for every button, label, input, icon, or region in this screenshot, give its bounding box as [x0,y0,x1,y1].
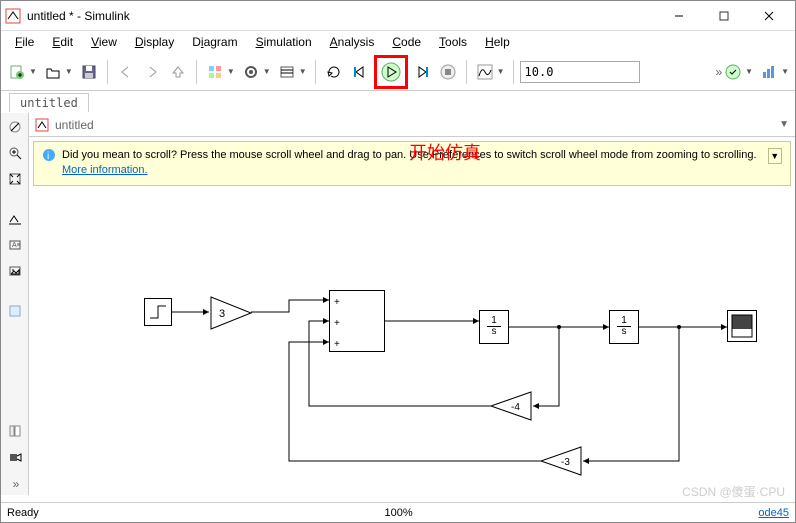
status-ready: Ready [7,507,39,519]
breadcrumb-name[interactable]: untitled [55,118,94,132]
svg-text:i: i [47,151,49,162]
library-dropdown[interactable]: ▼ [227,67,237,76]
model-browser-icon[interactable] [5,421,25,441]
palette-overflow[interactable]: » [9,473,21,495]
toolbar: ▼ ▼ ▼ ▼ ▼ ▼ » ▼ ▼ [1,53,795,91]
menu-tools[interactable]: Tools [431,33,475,51]
forward-button[interactable] [140,60,164,84]
minimize-button[interactable] [656,2,701,30]
more-info-link[interactable]: More information. [62,164,148,176]
run-highlight [374,55,408,89]
stop-time-input[interactable] [520,61,640,83]
diagram-canvas[interactable]: 3 +++ 1s 1s -4 -3 [29,190,795,495]
zoom-in-icon[interactable] [5,143,25,163]
area-icon[interactable] [5,301,25,321]
open-button[interactable] [41,60,65,84]
signal-lines [29,190,789,510]
menu-help[interactable]: Help [477,33,518,51]
back-button[interactable] [114,60,138,84]
annotation-icon[interactable]: A≡ [5,235,25,255]
new-button[interactable] [5,60,29,84]
work-area: A≡ » untitled ▼ 开始仿真 i Did you mean to s… [1,113,795,495]
info-close-button[interactable]: ▼ [768,148,782,164]
run-annotation: 开始仿真 [409,139,481,165]
run-button[interactable] [379,60,403,84]
build-dropdown[interactable]: ▼ [781,67,791,76]
status-solver[interactable]: ode45 [758,507,789,519]
tab-untitled[interactable]: untitled [9,93,89,112]
menu-analysis[interactable]: Analysis [322,33,383,51]
up-button[interactable] [166,60,190,84]
update-dropdown[interactable]: ▼ [745,67,755,76]
tab-bar: untitled [1,91,795,113]
open-dropdown[interactable]: ▼ [65,67,75,76]
breadcrumb: untitled ▼ [29,113,795,137]
menu-bar: File Edit View Display Diagram Simulatio… [1,31,795,53]
fit-icon[interactable] [5,169,25,189]
config-dropdown[interactable]: ▼ [263,67,273,76]
app-icon [5,8,21,24]
menu-simulation[interactable]: Simulation [248,33,320,51]
status-zoom[interactable]: 100% [385,507,413,519]
menu-edit[interactable]: Edit [44,33,81,51]
close-button[interactable] [746,2,791,30]
palette-bar: A≡ » [1,113,29,495]
save-button[interactable] [77,60,101,84]
build-button[interactable] [757,60,781,84]
menu-display[interactable]: Display [127,33,182,51]
config-button[interactable] [239,60,263,84]
stop-button[interactable] [436,60,460,84]
library-button[interactable] [203,60,227,84]
watermark: CSDN @傻蛋·CPU [682,483,785,500]
window-title: untitled * - Simulink [27,9,656,23]
breadcrumb-dropdown[interactable]: ▼ [779,119,789,130]
info-icon: i [42,148,56,162]
new-dropdown[interactable]: ▼ [29,67,39,76]
maximize-button[interactable] [701,2,746,30]
stepforward-button[interactable] [410,60,434,84]
record-icon[interactable] [5,447,25,467]
image-icon[interactable] [5,261,25,281]
explorer-button[interactable] [275,60,299,84]
sdi-dropdown[interactable]: ▼ [497,67,507,76]
status-bar: Ready 100% ode45 [1,502,795,522]
svg-text:A≡: A≡ [12,242,21,249]
menu-code[interactable]: Code [384,33,429,51]
canvas-area: untitled ▼ 开始仿真 i Did you mean to scroll… [29,113,795,495]
sdi-button[interactable] [473,60,497,84]
toolbar-overflow[interactable]: » [715,65,719,79]
model-icon [35,118,49,132]
hide-browser-icon[interactable] [5,117,25,137]
menu-view[interactable]: View [83,33,125,51]
title-bar: untitled * - Simulink [1,1,795,31]
toggle-sample-icon[interactable] [5,209,25,229]
explorer-dropdown[interactable]: ▼ [299,67,309,76]
stepback-button[interactable] [348,60,372,84]
menu-diagram[interactable]: Diagram [184,33,245,51]
menu-file[interactable]: File [7,33,42,51]
update-button[interactable] [721,60,745,84]
fastrestart-button[interactable] [322,60,346,84]
